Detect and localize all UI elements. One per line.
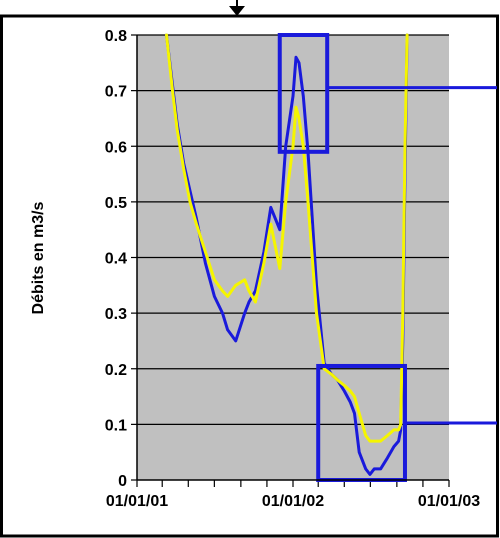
y-tick-labels: 0 0.1 0.2 0.3 0.4 0.5 0.6 0.7 0.8 <box>105 28 127 490</box>
x-tick-label: 01/01/01 <box>106 493 168 510</box>
y-tick-label: 0.5 <box>105 195 127 212</box>
y-axis-label: Débits en m3/s <box>30 201 47 314</box>
top-marker-arrowhead <box>229 6 245 16</box>
x-tick-label: 01/01/02 <box>262 493 324 510</box>
y-tick-label: 0.8 <box>105 28 127 45</box>
series-line-1 <box>165 33 409 443</box>
y-tick-label: 0.6 <box>105 139 127 156</box>
x-tick-label: 01/01/03 <box>418 493 480 510</box>
y-tick-label: 0.1 <box>105 417 127 434</box>
x-tick-labels: 01/01/01 01/01/02 01/01/03 <box>106 493 480 510</box>
series-layer <box>165 33 409 476</box>
series-line-0 <box>165 33 409 476</box>
y-tick-label: 0.4 <box>105 251 127 268</box>
y-tick-label: 0 <box>118 473 127 490</box>
y-tick-label: 0.3 <box>105 306 127 323</box>
highlight-box-0 <box>277 33 330 154</box>
y-tick-label: 0.7 <box>105 84 127 101</box>
y-tick-label: 0.2 <box>105 362 127 379</box>
